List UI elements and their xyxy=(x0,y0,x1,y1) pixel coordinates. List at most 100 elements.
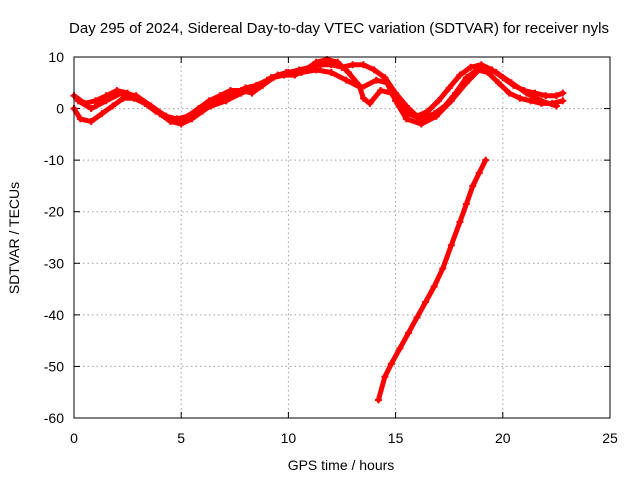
data-point-track-a xyxy=(91,97,99,105)
y-tick-label: -40 xyxy=(44,307,64,323)
data-point-track-c xyxy=(87,105,95,113)
data-point-track-c xyxy=(392,97,400,105)
data-point-track-c xyxy=(252,84,260,92)
data-point-track-c xyxy=(342,76,350,84)
x-tick-label: 25 xyxy=(602,430,618,446)
data-point-track-c xyxy=(147,102,155,110)
data-point-track-a xyxy=(445,84,453,92)
data-point-track-a xyxy=(424,107,432,115)
data-point-track-b xyxy=(227,87,235,95)
series-line-track-c xyxy=(75,64,559,127)
data-point-track-c xyxy=(357,84,365,92)
data-point-track-a xyxy=(402,102,410,110)
data-point-track-c xyxy=(132,92,140,100)
x-tick-label: 10 xyxy=(281,430,297,446)
data-point-track-c xyxy=(282,68,290,76)
data-point-track-c xyxy=(74,97,82,105)
y-tick-label: -30 xyxy=(44,255,64,271)
data-point-track-b xyxy=(109,102,117,110)
data-point-track-c xyxy=(402,115,410,123)
data-point-descending-track xyxy=(387,360,395,368)
data-point-track-c xyxy=(522,89,530,97)
series-layer xyxy=(70,56,567,404)
y-tick-label: 0 xyxy=(56,101,64,117)
data-point-track-b xyxy=(216,92,224,100)
data-point-track-b xyxy=(495,79,503,87)
x-tick-label: 15 xyxy=(388,430,404,446)
data-point-track-c xyxy=(477,63,485,71)
data-point-track-c xyxy=(192,110,200,118)
data-point-track-b xyxy=(87,117,95,125)
y-tick-label: -10 xyxy=(44,152,64,168)
data-point-track-c xyxy=(372,76,380,84)
data-point-descending-track xyxy=(456,218,464,226)
data-point-track-b xyxy=(359,94,367,102)
data-point-track-c xyxy=(417,120,425,128)
data-point-track-c xyxy=(462,79,470,87)
data-point-track-a xyxy=(467,63,475,71)
data-point-track-b xyxy=(312,58,320,66)
data-point-track-a xyxy=(349,61,357,69)
data-point-track-a xyxy=(456,71,464,79)
data-point-track-a xyxy=(434,97,442,105)
data-point-track-c xyxy=(162,112,170,120)
data-point-descending-track xyxy=(469,182,477,190)
x-tick-label: 20 xyxy=(495,430,511,446)
plot-frame xyxy=(73,56,611,419)
data-point-track-b xyxy=(377,87,385,95)
data-point-track-c xyxy=(237,89,245,97)
data-point-track-c xyxy=(177,117,185,125)
data-point-track-c xyxy=(102,97,110,105)
data-point-track-c xyxy=(537,97,545,105)
data-point-track-b xyxy=(505,89,513,97)
data-point-track-c xyxy=(552,102,560,110)
data-point-track-b xyxy=(334,58,342,66)
data-point-track-b xyxy=(76,115,84,123)
y-axis-label: SDTVAR / TECUs xyxy=(6,182,22,294)
data-point-track-b xyxy=(559,97,567,105)
data-point-descending-track xyxy=(381,373,389,381)
data-point-track-a xyxy=(552,92,560,100)
y-tick-label: 10 xyxy=(48,49,64,65)
data-point-track-a xyxy=(542,92,550,100)
data-point-track-a xyxy=(359,61,367,69)
data-point-track-c xyxy=(327,68,335,76)
data-point-track-c xyxy=(222,97,230,105)
data-point-track-c xyxy=(207,102,215,110)
data-point-descending-track xyxy=(482,156,490,164)
data-point-track-b xyxy=(344,68,352,76)
data-point-track-b xyxy=(516,94,524,102)
data-point-descending-track xyxy=(374,396,382,404)
data-point-descending-track xyxy=(430,282,438,290)
data-point-track-c xyxy=(432,112,440,120)
y-tick-label: -20 xyxy=(44,204,64,220)
data-point-track-c xyxy=(117,89,125,97)
data-point-track-c xyxy=(492,68,500,76)
data-point-descending-track xyxy=(404,329,412,337)
data-point-descending-track xyxy=(447,241,455,249)
data-point-descending-track xyxy=(422,298,430,306)
data-point-track-b xyxy=(366,99,374,107)
x-tick-label: 5 xyxy=(177,430,185,446)
data-point-track-c xyxy=(447,97,455,105)
data-point-descending-track xyxy=(396,344,404,352)
data-point-track-b xyxy=(527,97,535,105)
data-point-descending-track xyxy=(475,169,483,177)
data-point-track-c xyxy=(383,79,391,87)
y-tick-label: -50 xyxy=(44,358,64,374)
data-point-track-c xyxy=(312,66,320,74)
data-point-track-c xyxy=(297,68,305,76)
chart-title: Day 295 of 2024, Sidereal Day-to-day VTE… xyxy=(69,20,609,37)
data-point-track-b xyxy=(205,97,213,105)
x-axis-label: GPS time / hours xyxy=(288,457,395,473)
y-tick-label: -60 xyxy=(44,410,64,426)
data-point-track-a xyxy=(370,66,378,74)
data-point-track-c xyxy=(267,74,275,82)
data-point-track-b xyxy=(98,110,106,118)
grid-layer xyxy=(74,57,610,418)
data-point-track-c xyxy=(507,79,515,87)
x-tick-label: 0 xyxy=(70,430,78,446)
data-point-descending-track xyxy=(439,264,447,272)
